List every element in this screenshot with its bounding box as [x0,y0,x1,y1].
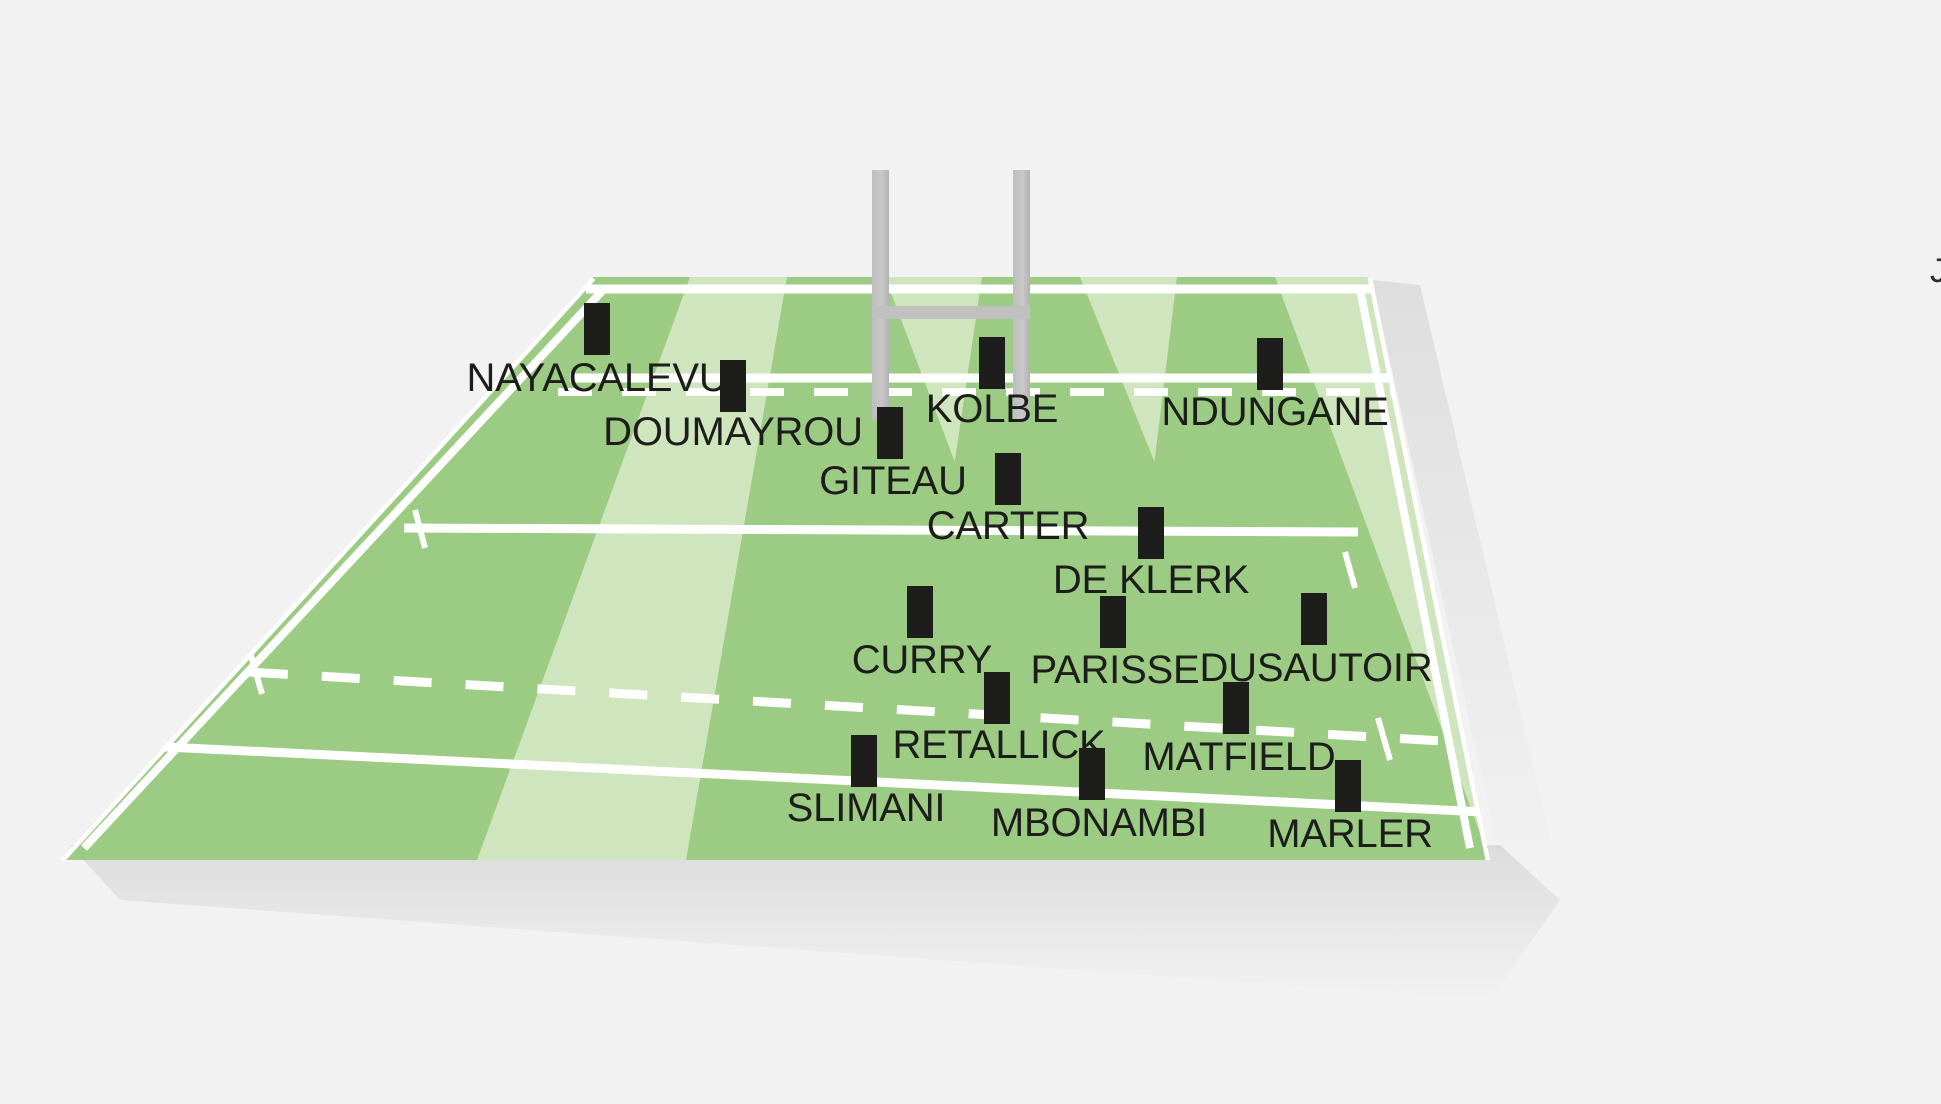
player-label-ndungane: NDUNGANE [1161,390,1389,434]
player-label-curry: CURRY [851,638,993,682]
player-label-dusautoir: DUSAUTOIR [1199,646,1433,690]
mow-stripe [60,277,690,860]
right-in-goal-line [1356,288,1474,849]
edge-clipped-glyph: J [1930,252,1941,290]
player-marker-mbonambi[interactable] [1079,748,1105,800]
player-marker-retallick[interactable] [984,672,1010,724]
twenty-two-tick [1342,551,1358,589]
player-label-giteau: GITEAU [819,459,967,503]
player-marker-giteau[interactable] [877,407,903,459]
twenty-two-tick [412,509,428,549]
player-marker-de-klerk[interactable] [1138,507,1164,559]
ten-metre-tick [247,651,265,695]
player-label-nayacalevu: NAYACALEVU [466,356,728,400]
player-label-doumayrou: DOUMAYROU [603,410,863,454]
player-label-de-klerk: DE KLERK [1052,558,1250,602]
player-label-marler: MARLER [1267,812,1433,856]
ten-metre-tick [1375,717,1393,761]
player-marker-ndungane[interactable] [1257,338,1283,390]
player-marker-parisse[interactable] [1100,596,1126,648]
right-upright [1013,170,1030,420]
player-marker-carter[interactable] [995,453,1021,505]
pitch-drop-shadow [70,280,1560,1000]
player-label-mbonambi: MBONAMBI [990,801,1208,845]
halfway-line [65,737,1485,817]
player-marker-dusautoir[interactable] [1301,593,1327,645]
player-marker-doumayrou[interactable] [720,360,746,412]
player-label-matfield: MATFIELD [1142,735,1336,779]
player-label-kolbe: KOLBE [925,387,1059,431]
player-label-parisse: PARISSE [1030,648,1200,692]
player-marker-marler[interactable] [1335,760,1361,812]
player-marker-curry[interactable] [907,586,933,638]
player-marker-kolbe[interactable] [979,337,1005,389]
player-marker-slimani[interactable] [851,735,877,787]
crossbar [872,306,1030,319]
player-label-slimani: SLIMANI [786,786,946,830]
player-marker-matfield[interactable] [1223,682,1249,734]
pitch-surface [60,277,1490,860]
mow-stripe [1106,277,1490,860]
goal-posts [872,170,1030,420]
left-upright [872,170,889,420]
player-label-retallick: RETALLICK [892,723,1106,767]
twenty-two-metre-line [403,523,1359,537]
player-marker-nayacalevu[interactable] [584,303,610,355]
left-in-goal-line [81,286,607,851]
player-label-carter: CARTER [926,504,1090,548]
